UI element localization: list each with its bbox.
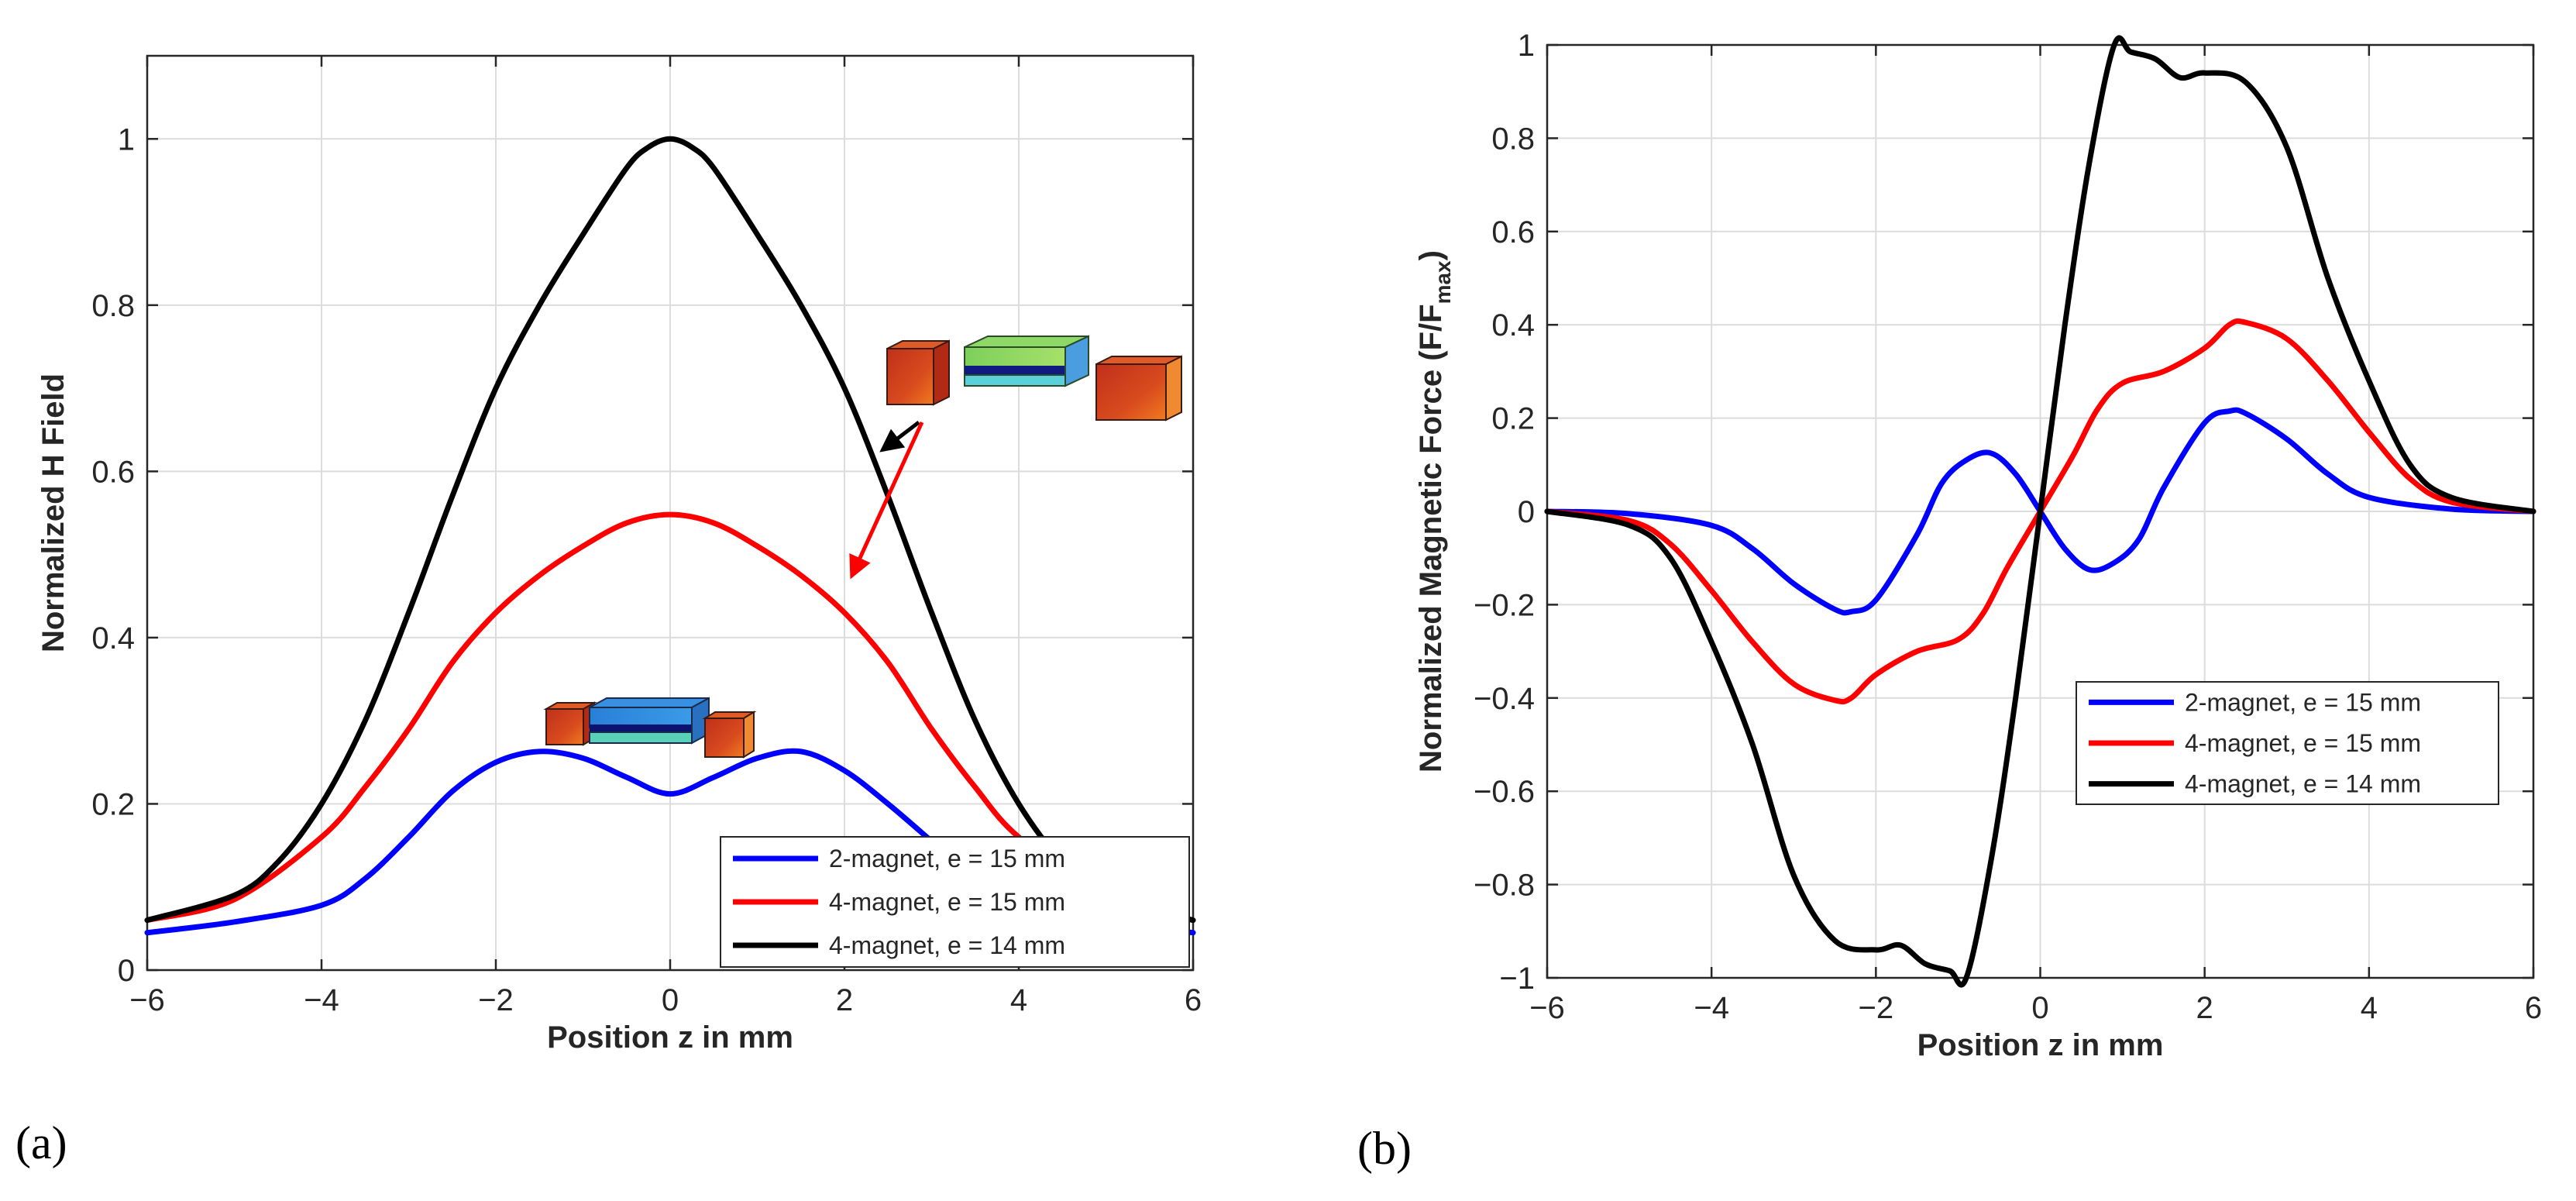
chart-b-axes: −6 −4 −2 0 2 4 6 −1 −0.8 −0.6 −0.4 −0.2 0 0.2 0.4 0.6 0.… — [1414, 29, 2542, 1062]
x-tick-label: 2 — [836, 983, 853, 1017]
y-tick-label: 0.4 — [91, 621, 135, 656]
x-tick-label: 0 — [662, 983, 679, 1017]
y-axis-label: Normalized Magnetic Force (F/Fmax) — [1414, 250, 1455, 773]
x-tick-label: −2 — [1859, 991, 1894, 1025]
y-tick-label: 0.2 — [91, 787, 135, 821]
chart-b-legend: 2-magnet, e = 15 mm 4-magnet, e = 15 mm 4-… — [2076, 681, 2499, 805]
y-tick-label: 0 — [118, 954, 135, 988]
y-axis-label-end: ) — [1414, 250, 1448, 260]
x-tick-label: 6 — [1185, 983, 1202, 1017]
two-magnet-inset-icon — [543, 697, 757, 759]
y-axis-label-main: Normalized Magnetic Force (F/F — [1414, 304, 1448, 773]
series-line-3 — [1544, 35, 2536, 988]
legend-label-1: 2-magnet, e = 15 mm — [829, 845, 1065, 872]
x-tick-label: −2 — [478, 983, 514, 1017]
y-axis-label-sub: max — [1431, 260, 1455, 304]
x-axis-label: Position z in mm — [547, 1020, 793, 1055]
y-tick-label: −0.2 — [1474, 588, 1535, 622]
x-tick-label: 2 — [2196, 991, 2213, 1025]
y-tick-label: −1 — [1499, 962, 1535, 996]
x-axis-label: Position z in mm — [1917, 1028, 2164, 1062]
x-tick-label: −6 — [129, 983, 165, 1017]
y-tick-label: 0.6 — [91, 455, 135, 489]
chart-b-series — [1544, 35, 2536, 988]
y-tick-label: −0.8 — [1474, 869, 1535, 903]
four-magnet-inset-icon — [886, 335, 1182, 422]
y-tick-label: 0.6 — [1491, 215, 1535, 249]
y-axis-label: Normalized H Field — [36, 373, 71, 652]
inset-arrow-black — [879, 421, 920, 453]
panel-label-b: (b) — [1357, 1123, 1412, 1174]
x-tick-label: −4 — [304, 983, 339, 1017]
legend-label-2: 4-magnet, e = 15 mm — [829, 888, 1065, 916]
chart-b: −6 −4 −2 0 2 4 6 −1 −0.8 −0.6 −0.4 −0.2 0 0.2 0.4 0.6 0.… — [1357, 29, 2542, 1174]
panel-label-a: (a) — [15, 1117, 67, 1168]
x-tick-label: 0 — [2031, 991, 2048, 1025]
y-tick-label: 0.4 — [1491, 308, 1535, 342]
x-tick-label: 6 — [2525, 991, 2542, 1025]
y-tick-label: 1 — [118, 122, 135, 157]
series-line-2 — [144, 511, 1196, 924]
x-tick-label: 4 — [2361, 991, 2378, 1025]
y-tick-label: 0.2 — [1491, 402, 1535, 436]
y-tick-label: 0 — [1518, 495, 1535, 529]
x-tick-label: −4 — [1694, 991, 1729, 1025]
inset-arrow-red — [849, 421, 924, 580]
y-tick-label: 1 — [1518, 29, 1535, 63]
y-tick-label: 0.8 — [1491, 122, 1535, 156]
legend-label-2: 4-magnet, e = 15 mm — [2185, 729, 2421, 757]
x-tick-label: −6 — [1529, 991, 1565, 1025]
chart-a-legend: 2-magnet, e = 15 mm 4-magnet, e = 15 mm 4-… — [720, 836, 1190, 968]
chart-a: −6 −4 −2 0 2 4 6 0 0.2 0.4 0.6 0.8 1 Position z in mm… — [15, 54, 1202, 1168]
legend-label-1: 2-magnet, e = 15 mm — [2185, 688, 2421, 716]
legend-label-3: 4-magnet, e = 14 mm — [2185, 770, 2421, 798]
chart-a-axes: −6 −4 −2 0 2 4 6 0 0.2 0.4 0.6 0.8 1 Position z in mm… — [36, 54, 1202, 1055]
legend-label-3: 4-magnet, e = 14 mm — [829, 931, 1065, 959]
y-tick-label: −0.6 — [1474, 775, 1535, 809]
x-tick-label: 4 — [1010, 983, 1027, 1017]
y-tick-label: 0.8 — [91, 289, 135, 323]
y-tick-label: −0.4 — [1474, 682, 1535, 716]
series-line-3 — [144, 136, 1196, 924]
